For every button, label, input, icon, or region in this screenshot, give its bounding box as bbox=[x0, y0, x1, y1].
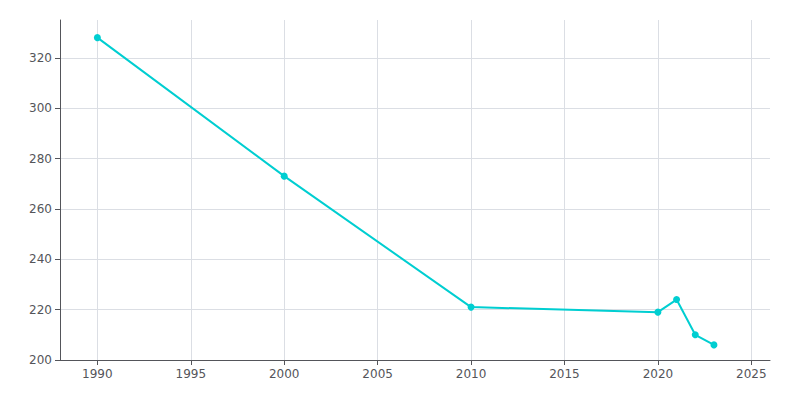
svg-text:2005: 2005 bbox=[362, 367, 393, 381]
svg-text:2020: 2020 bbox=[643, 367, 674, 381]
svg-text:240: 240 bbox=[29, 252, 52, 266]
svg-text:300: 300 bbox=[29, 101, 52, 115]
svg-text:320: 320 bbox=[29, 51, 52, 65]
svg-text:1995: 1995 bbox=[176, 367, 207, 381]
svg-text:220: 220 bbox=[29, 303, 52, 317]
svg-text:2010: 2010 bbox=[456, 367, 487, 381]
svg-text:260: 260 bbox=[29, 202, 52, 216]
svg-text:2015: 2015 bbox=[549, 367, 580, 381]
svg-text:280: 280 bbox=[29, 152, 52, 166]
svg-text:2025: 2025 bbox=[736, 367, 767, 381]
svg-text:2000: 2000 bbox=[269, 367, 300, 381]
svg-text:1990: 1990 bbox=[82, 367, 113, 381]
svg-text:200: 200 bbox=[29, 353, 52, 367]
